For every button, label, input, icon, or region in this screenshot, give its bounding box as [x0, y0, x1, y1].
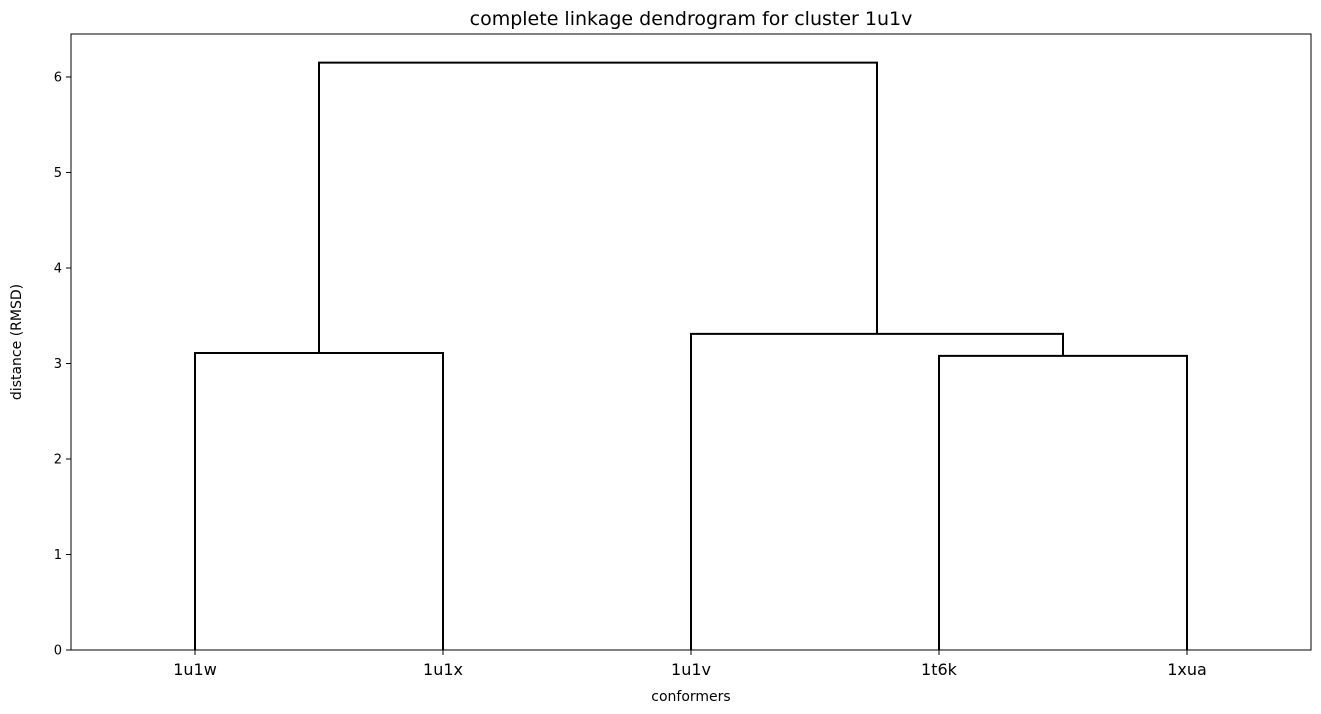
y-axis-label: distance (RMSD): [9, 284, 25, 400]
dendrogram-link: [318, 61, 878, 353]
y-tick-label: 6: [54, 70, 62, 85]
leaf-label: 1u1v: [671, 660, 711, 679]
y-tick-label: 5: [54, 166, 62, 181]
dendrogram-link: [194, 351, 444, 650]
y-tick-label: 1: [54, 548, 62, 563]
chart-title: complete linkage dendrogram for cluster …: [470, 8, 913, 30]
x-axis: 1u1w 1u1x 1u1v 1t6k 1xua: [173, 650, 1207, 679]
leaf-label: 1xua: [1167, 660, 1207, 679]
y-axis: 0 1 2 3 4 5 6: [54, 70, 71, 659]
dendrogram-link: [690, 332, 1064, 650]
y-tick-label: 3: [54, 357, 62, 372]
leaf-label: 1u1w: [173, 660, 217, 679]
y-tick-label: 0: [54, 644, 62, 659]
leaf-label: 1u1x: [423, 660, 463, 679]
dendrogram-link: [938, 354, 1188, 650]
x-axis-label: conformers: [651, 689, 730, 705]
leaf-label: 1t6k: [921, 660, 958, 679]
dendrogram-links: [194, 61, 1188, 650]
y-tick-label: 4: [54, 261, 62, 276]
y-tick-label: 2: [54, 452, 62, 467]
